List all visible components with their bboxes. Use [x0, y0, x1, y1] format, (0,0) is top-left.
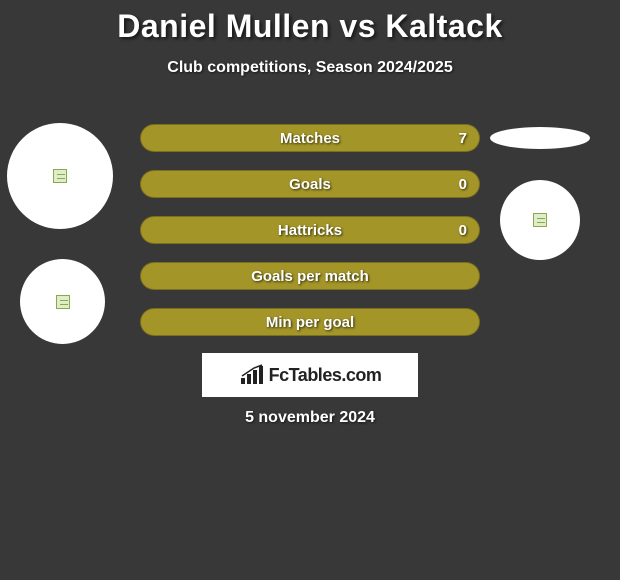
comparison-subtitle: Club competitions, Season 2024/2025: [0, 59, 620, 77]
broken-image-icon: [53, 169, 67, 183]
stat-bar: Hattricks 0: [140, 216, 480, 244]
logo-text: FcTables.com: [269, 365, 382, 386]
stat-bar-value: 0: [459, 222, 467, 239]
stat-bar-label: Min per goal: [266, 314, 354, 331]
stat-bar-value: 0: [459, 176, 467, 193]
broken-image-icon: [56, 295, 70, 309]
decorative-ellipse: [490, 127, 590, 149]
stat-bar-value: 7: [459, 130, 467, 147]
player-avatar-placeholder: [20, 259, 105, 344]
stat-bar: Matches 7: [140, 124, 480, 152]
stat-bar-label: Goals: [289, 176, 331, 193]
stat-bars: Matches 7 Goals 0 Hattricks 0 Goals per match M…: [140, 124, 480, 354]
broken-image-icon: [533, 213, 547, 227]
stat-bar: Min per goal: [140, 308, 480, 336]
stat-bar: Goals 0: [140, 170, 480, 198]
player-avatar-placeholder: [7, 123, 113, 229]
chart-icon: [239, 364, 265, 386]
snapshot-date: 5 november 2024: [0, 409, 620, 427]
stat-bar-label: Matches: [280, 130, 340, 147]
stat-bar: Goals per match: [140, 262, 480, 290]
stat-bar-label: Goals per match: [251, 268, 369, 285]
comparison-title: Daniel Mullen vs Kaltack: [0, 0, 620, 45]
fctables-logo: FcTables.com: [202, 353, 418, 397]
player-avatar-placeholder: [500, 180, 580, 260]
stat-bar-label: Hattricks: [278, 222, 342, 239]
